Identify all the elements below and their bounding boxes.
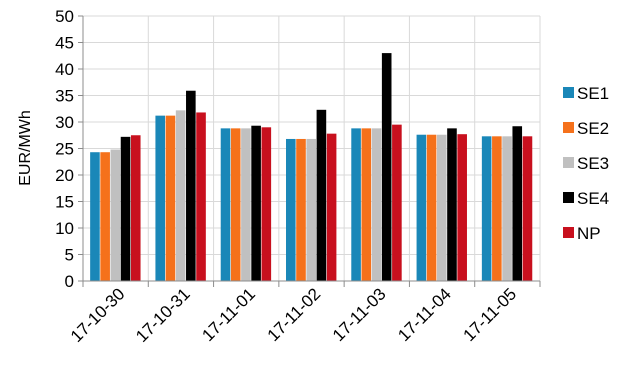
bar-np-17-11-04 [457, 134, 467, 281]
bar-np-17-11-02 [326, 133, 337, 281]
legend-label-se2: SE2 [577, 119, 609, 138]
bar-np-17-10-30 [130, 135, 141, 281]
bar-se2-17-11-05 [492, 136, 502, 281]
x-tick-label-17-10-30: 17-10-30 [67, 284, 129, 346]
bar-se2-17-11-04 [426, 134, 437, 281]
bar-se3-17-10-31 [175, 110, 186, 281]
x-tick-label-17-10-31: 17-10-31 [132, 284, 194, 346]
bar-se4-17-11-02 [316, 109, 327, 281]
bar-se2-17-10-30 [100, 152, 110, 281]
x-tick-label-17-11-02: 17-11-02 [264, 284, 325, 345]
x-tick-label-17-11-03: 17-11-03 [329, 284, 390, 345]
y-tick-label-6: 30 [55, 113, 74, 132]
y-tick-label-8: 40 [55, 60, 74, 79]
legend-swatch-se4 [563, 192, 574, 203]
bar-se3-17-11-03 [371, 128, 382, 281]
bar-np-17-11-05 [522, 136, 533, 281]
y-tick-label-1: 5 [65, 246, 74, 265]
bar-se4-17-10-31 [186, 90, 196, 281]
bar-se2-17-11-01 [230, 128, 241, 281]
y-tick-label-7: 35 [55, 87, 74, 106]
legend-label-se4: SE4 [577, 189, 609, 208]
bar-se1-17-11-03 [351, 128, 361, 281]
bar-se1-17-11-01 [220, 128, 231, 281]
bar-se4-17-11-04 [447, 128, 457, 281]
y-tick-label-3: 15 [55, 193, 74, 212]
bar-se2-17-11-02 [296, 138, 306, 281]
bar-se1-17-11-04 [416, 134, 427, 281]
legend-label-np: NP [577, 224, 601, 243]
bar-se3-17-11-01 [241, 128, 251, 281]
legend-label-se3: SE3 [577, 154, 609, 173]
y-axis-title: EUR/MWh [17, 110, 34, 186]
y-tick-label-10: 50 [55, 7, 74, 26]
x-tick-label-17-11-05: 17-11-05 [460, 284, 521, 345]
y-tick-label-0: 0 [65, 272, 74, 291]
legend-swatch-se3 [563, 157, 574, 168]
bar-se1-17-10-31 [155, 115, 166, 281]
x-tick-label-17-11-04: 17-11-04 [394, 284, 455, 345]
y-tick-label-4: 20 [55, 166, 74, 185]
bars [90, 53, 533, 282]
legend: SE1 SE2 SE3 SE4 NP [563, 84, 609, 243]
bar-se1-17-11-02 [286, 138, 296, 281]
bar-se4-17-11-01 [251, 125, 261, 282]
bar-se1-17-10-30 [90, 152, 100, 281]
bar-se3-17-11-05 [502, 136, 512, 281]
bar-se3-17-11-02 [306, 138, 316, 281]
bar-np-17-10-31 [196, 112, 206, 282]
bar-se4-17-10-30 [120, 136, 131, 281]
x-tick-label-17-11-01: 17-11-01 [198, 284, 259, 345]
bar-se1-17-11-05 [481, 136, 492, 281]
bar-se4-17-11-03 [381, 53, 392, 281]
bar-se3-17-11-04 [436, 134, 447, 281]
bar-se2-17-11-03 [361, 128, 372, 281]
y-tick-label-2: 10 [55, 219, 74, 238]
bar-se2-17-10-31 [165, 115, 176, 281]
legend-swatch-se1 [563, 87, 574, 98]
legend-swatch-np [563, 227, 574, 238]
legend-swatch-se2 [563, 122, 574, 133]
bar-np-17-11-01 [261, 127, 272, 281]
y-tick-label-5: 25 [55, 140, 74, 159]
legend-label-se1: SE1 [577, 84, 609, 103]
y-tick-label-9: 45 [55, 34, 74, 53]
bar-se3-17-10-30 [110, 149, 121, 281]
bar-se4-17-11-05 [512, 126, 523, 282]
bar-np-17-11-03 [392, 124, 402, 282]
